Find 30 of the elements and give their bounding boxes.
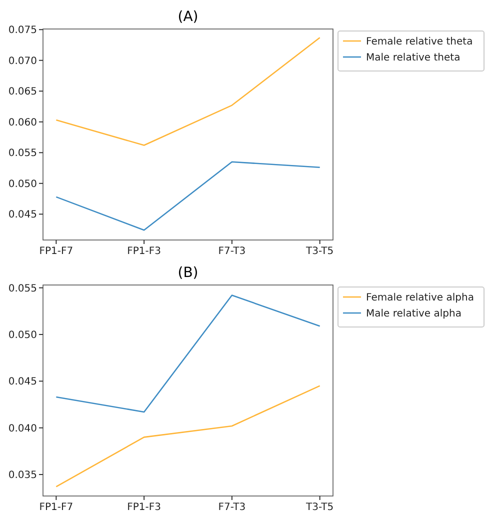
y-tick-label: 0.055 [8,148,37,160]
x-tick-label: FP1-F7 [39,502,74,513]
line-series [56,294,320,413]
y-tick-label: 0.075 [8,25,37,36]
y-tick-label: 0.070 [8,56,37,67]
legend-label: Male relative alpha [366,308,462,320]
x-tick-label: T3-T5 [305,246,334,257]
line-series [56,385,320,488]
y-tick-label: 0.045 [8,210,37,221]
chart-title: (B) [178,265,198,281]
legend-label: Male relative theta [366,52,460,64]
legend-label: Female relative alpha [366,292,474,304]
x-tick-label: F7-T3 [218,246,246,257]
y-tick-label: 0.040 [8,423,37,434]
y-tick-label: 0.050 [8,330,37,341]
y-tick-label: 0.055 [8,283,37,294]
y-tick-label: 0.060 [8,117,37,128]
line-series [56,36,320,146]
y-tick-label: 0.065 [8,86,37,98]
x-tick-label: FP1-F7 [39,246,74,257]
x-tick-label: FP1-F3 [127,246,161,257]
y-tick-label: 0.050 [8,178,37,190]
chart-title: (A) [178,9,198,25]
line-series [56,161,320,231]
y-tick-label: 0.035 [8,470,37,482]
x-tick-label: T3-T5 [305,502,334,513]
x-tick-label: F7-T3 [218,502,246,513]
y-tick-label: 0.045 [8,376,37,388]
legend-label: Female relative theta [366,36,473,48]
x-tick-label: FP1-F3 [127,502,161,513]
